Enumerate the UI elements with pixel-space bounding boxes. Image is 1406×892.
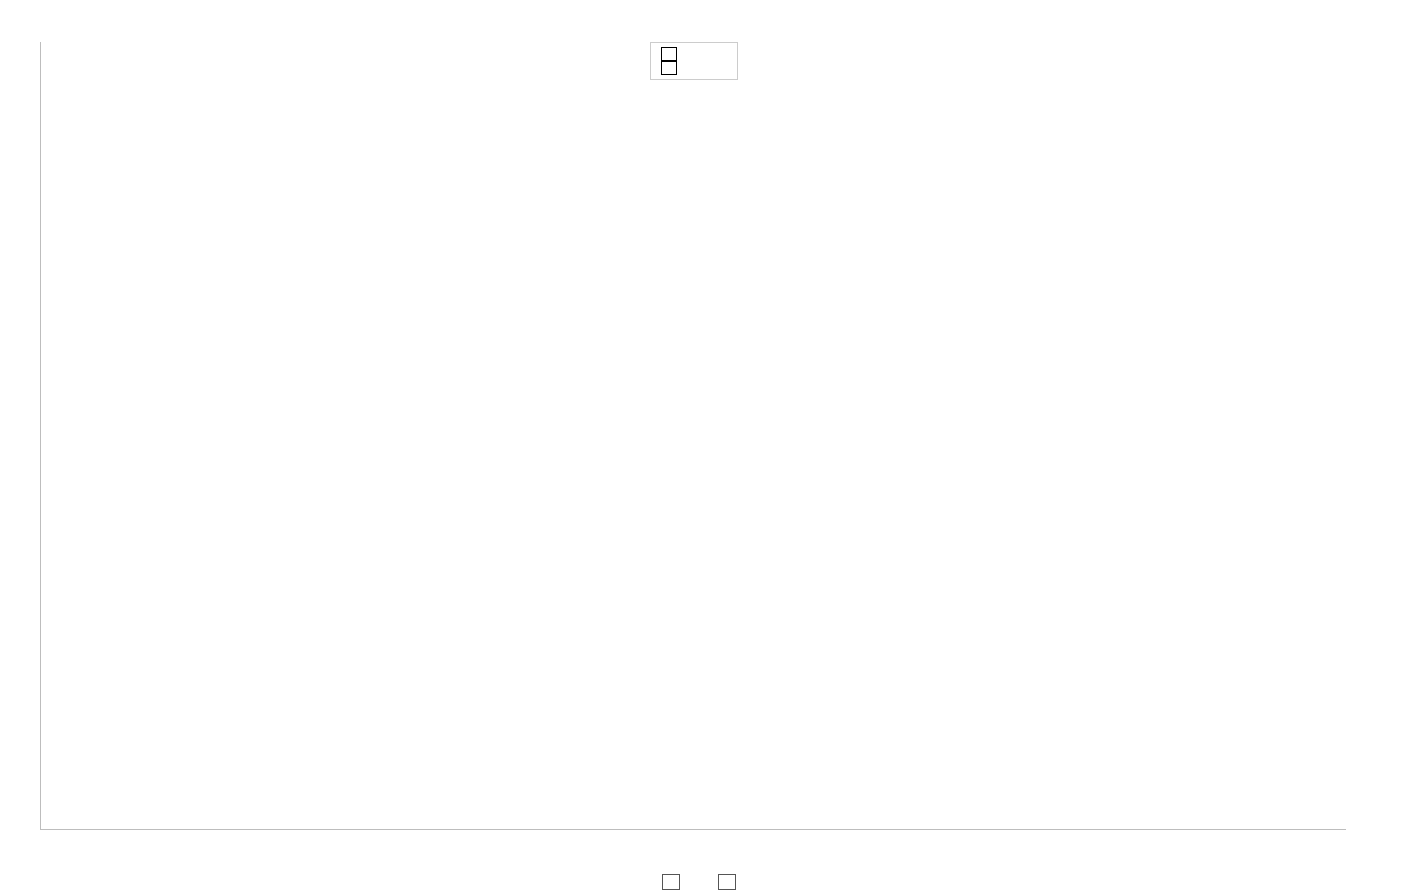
series-legend <box>662 874 744 890</box>
legend-swatch-blue <box>661 47 677 61</box>
legend-swatch-pink <box>718 874 736 890</box>
legend-swatch-blue <box>662 874 680 890</box>
correlation-legend <box>650 42 738 80</box>
plot-svg <box>41 42 1346 829</box>
legend-swatch-pink <box>661 61 677 75</box>
scatter-plot <box>40 42 1346 830</box>
